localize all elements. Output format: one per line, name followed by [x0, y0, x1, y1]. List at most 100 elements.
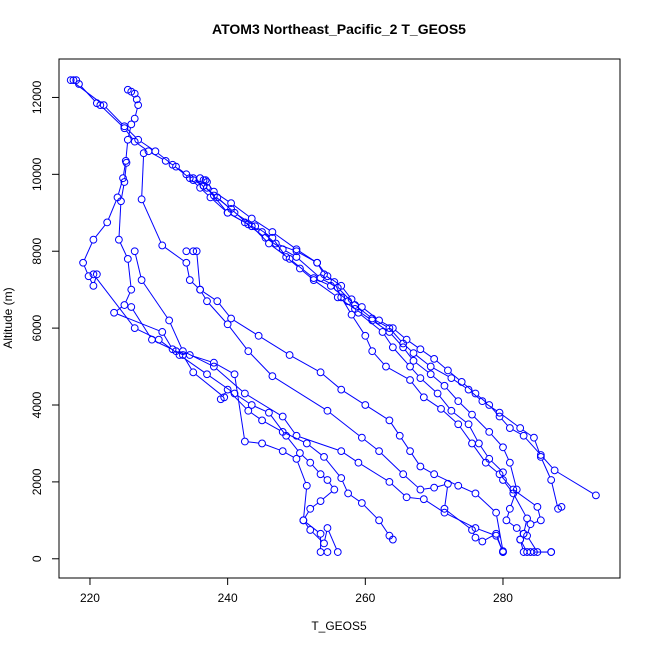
data-point [416, 374, 425, 382]
data-point [299, 516, 308, 525]
data-point [89, 235, 98, 244]
series-segment [264, 421, 280, 431]
series-segment [178, 168, 184, 173]
data-point [375, 447, 383, 456]
data-point [330, 278, 339, 286]
data-point [114, 235, 123, 244]
x-tick-label: 260 [355, 591, 375, 605]
series-segment [126, 130, 134, 140]
y-tick-label: 2000 [30, 468, 44, 495]
data-point [536, 516, 545, 525]
y-tick-label: 8000 [30, 238, 44, 265]
series-segment [409, 497, 421, 500]
data-point [278, 412, 287, 421]
data-point [464, 420, 473, 429]
data-point [512, 485, 521, 494]
data-point [69, 76, 78, 85]
data-point [196, 285, 205, 294]
series-segment [357, 310, 370, 319]
data-point [192, 247, 201, 256]
series-segment [237, 394, 250, 404]
series-segment [212, 199, 226, 211]
series-segment [285, 432, 304, 443]
data-point [213, 193, 222, 202]
series-segment [384, 334, 392, 345]
series-segment [312, 464, 319, 473]
series-segment [73, 81, 102, 104]
series-segment [423, 487, 431, 490]
data-point [292, 431, 301, 440]
series-segment [534, 440, 541, 454]
data-point [244, 406, 253, 415]
series-segment [326, 275, 332, 281]
data-point [454, 397, 463, 406]
series-segment [520, 542, 524, 549]
data-point [516, 535, 525, 544]
series-7 [137, 149, 507, 556]
data-point [99, 101, 108, 110]
series-segment [196, 254, 201, 287]
series-segment [251, 225, 260, 231]
series-segment [514, 496, 526, 516]
data-point [406, 447, 414, 456]
data-point [485, 428, 494, 436]
data-point [471, 524, 480, 532]
data-point [292, 454, 301, 463]
series-segment [127, 262, 132, 287]
y-tick-label: 12000 [30, 80, 44, 114]
data-point [158, 328, 167, 336]
series-segment [298, 258, 319, 277]
series-segment [141, 156, 145, 196]
series-segment [216, 368, 243, 392]
series-segment [374, 353, 385, 365]
data-point [533, 502, 542, 511]
data-point [120, 122, 129, 131]
series-segment [108, 200, 117, 220]
data-point [268, 228, 277, 236]
series-segment [411, 453, 419, 464]
data-point [499, 547, 507, 555]
data-point [119, 174, 127, 183]
data-point [182, 247, 191, 256]
data-point [361, 401, 370, 409]
series-11 [199, 176, 556, 556]
series-segment [208, 184, 213, 190]
series-segment [302, 270, 312, 279]
series-segment [394, 349, 409, 365]
data-point [512, 524, 521, 532]
series-segment [415, 362, 429, 373]
data-point [316, 548, 325, 556]
series-9 [182, 247, 507, 555]
data-point [440, 508, 449, 517]
x-axis: 220 240 260 280 [80, 577, 513, 605]
series-segment [219, 199, 233, 211]
data-point [292, 253, 301, 261]
data-point [426, 362, 435, 371]
data-point [395, 431, 404, 440]
data-point [84, 272, 93, 281]
series-segment [89, 279, 93, 284]
series-10 [196, 174, 538, 556]
data-point [402, 493, 411, 502]
data-point [127, 120, 136, 129]
data-point [440, 381, 449, 390]
data-point [430, 470, 439, 479]
series-segment [219, 303, 230, 317]
data-point [137, 276, 146, 284]
series-segment [522, 429, 532, 437]
series-segment [84, 242, 93, 260]
data-point [419, 393, 428, 402]
data-point [323, 476, 332, 484]
data-point [378, 328, 387, 336]
series-segment [125, 292, 131, 303]
series-segment [470, 391, 481, 400]
series-segment [118, 204, 122, 237]
series-segment [261, 337, 287, 354]
series-segment [270, 415, 285, 434]
data-point [110, 308, 118, 317]
series-segment [508, 521, 515, 527]
series-segment [488, 464, 498, 473]
series-segment [185, 352, 212, 366]
series-segment [422, 350, 432, 358]
